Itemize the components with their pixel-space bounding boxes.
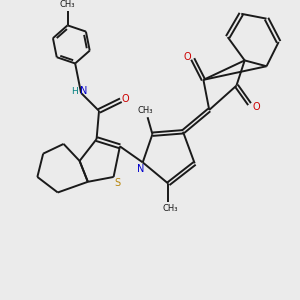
Text: CH₃: CH₃	[138, 106, 153, 115]
Text: O: O	[183, 52, 191, 61]
Text: O: O	[253, 101, 260, 112]
Text: S: S	[114, 178, 121, 188]
Text: O: O	[122, 94, 130, 104]
Text: CH₃: CH₃	[163, 205, 178, 214]
Text: CH₃: CH₃	[60, 0, 75, 9]
Text: H: H	[71, 86, 78, 95]
Text: N: N	[137, 164, 145, 174]
Text: N: N	[80, 86, 87, 96]
